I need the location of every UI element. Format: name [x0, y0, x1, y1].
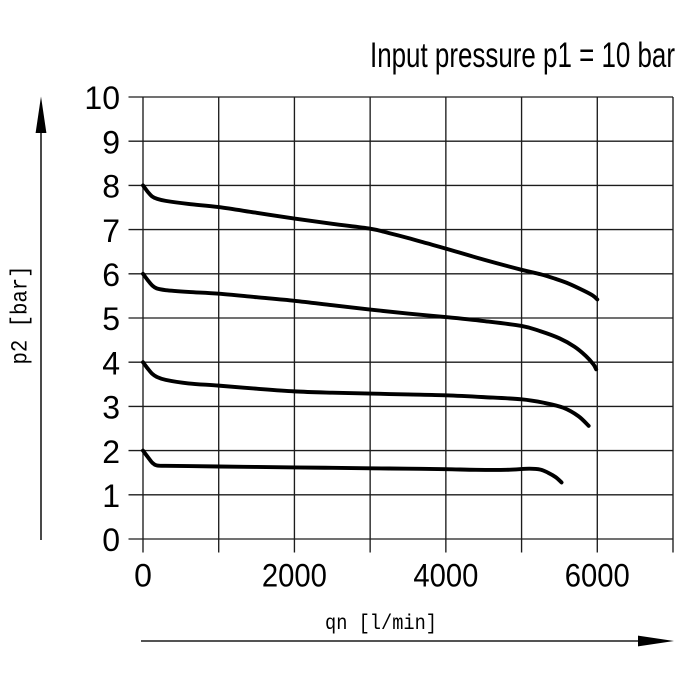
svg-text:0: 0	[102, 522, 120, 558]
svg-text:3: 3	[102, 390, 120, 426]
svg-text:6: 6	[102, 257, 120, 293]
svg-text:5: 5	[102, 301, 120, 337]
svg-text:4000: 4000	[413, 558, 478, 594]
svg-text:7: 7	[102, 213, 120, 249]
svg-text:2: 2	[102, 434, 120, 470]
svg-text:10: 10	[84, 80, 120, 116]
svg-text:9: 9	[102, 124, 120, 160]
svg-text:0: 0	[134, 558, 152, 594]
svg-text:Input pressure p1 = 10 bar: Input pressure p1 = 10 bar	[370, 36, 675, 75]
svg-text:qn [l/min]: qn [l/min]	[325, 613, 437, 636]
svg-text:8: 8	[102, 169, 120, 205]
svg-text:6000: 6000	[565, 558, 630, 594]
svg-text:2000: 2000	[262, 558, 327, 594]
svg-text:p2 [bar]: p2 [bar]	[8, 266, 34, 365]
svg-text:1: 1	[102, 478, 120, 514]
svg-text:4: 4	[102, 345, 120, 381]
